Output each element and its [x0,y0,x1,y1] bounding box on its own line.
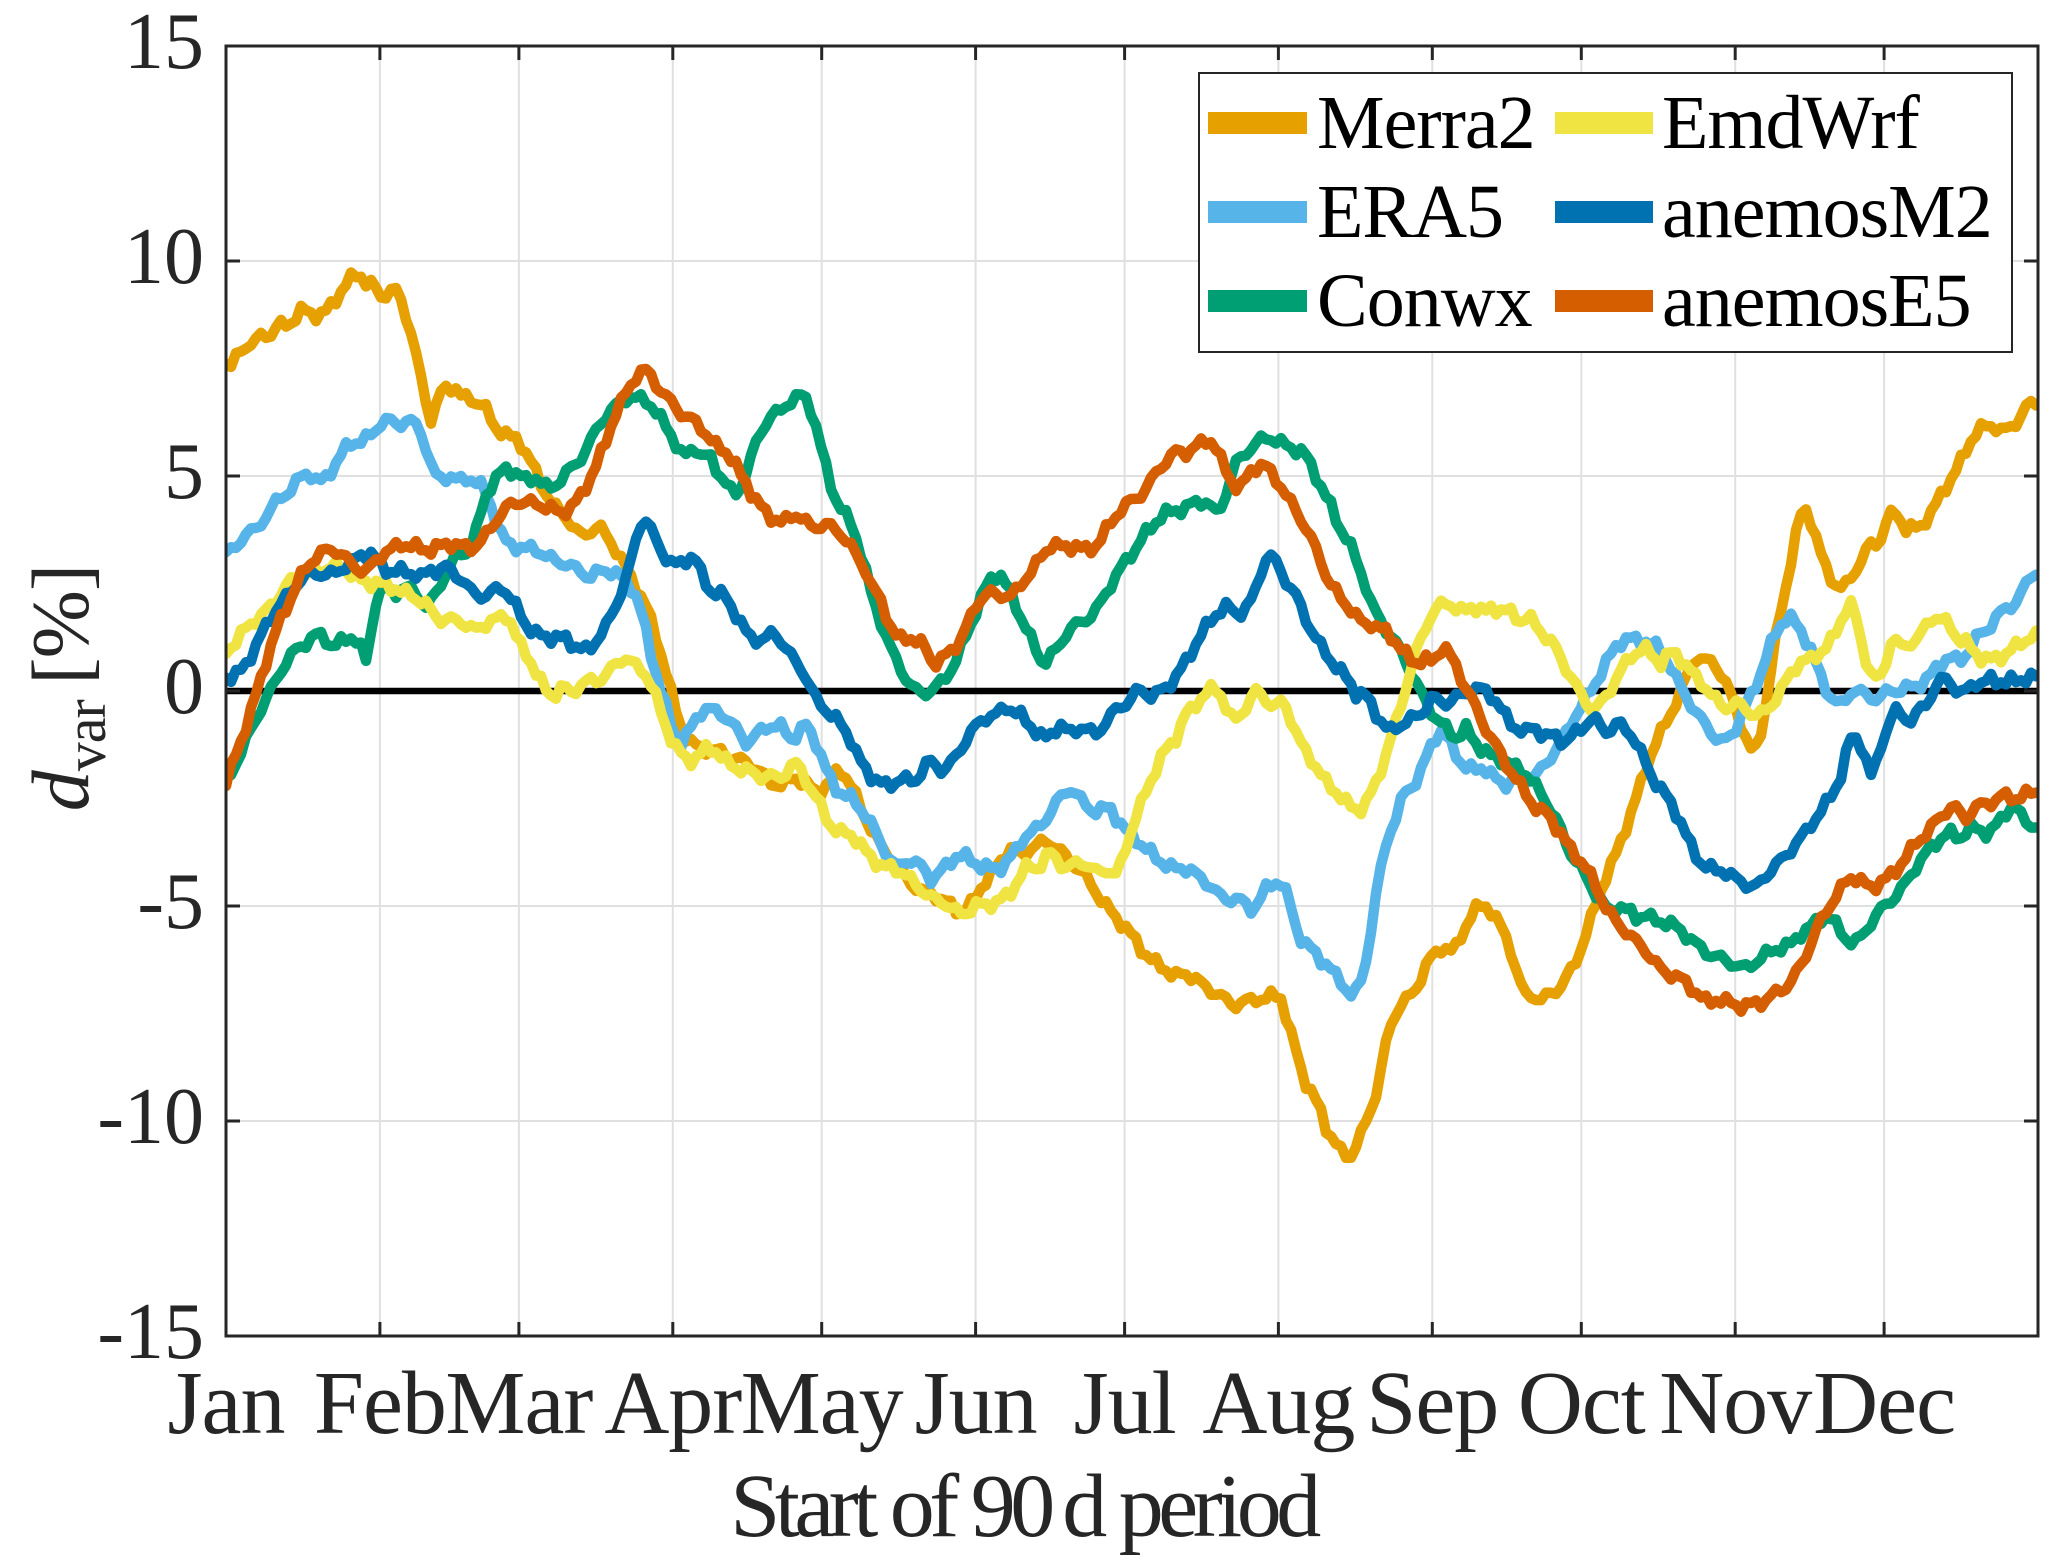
svg-text:anemosE5: anemosE5 [1662,259,1971,343]
svg-text:Oct: Oct [1518,1354,1646,1453]
svg-text:dvar [%]: dvar [%] [15,565,118,811]
svg-text:Jul: Jul [1074,1354,1176,1453]
svg-text:-10: -10 [97,1073,204,1161]
svg-text:10: 10 [124,213,204,301]
svg-text:Sep: Sep [1366,1354,1498,1453]
svg-text:15: 15 [124,0,204,86]
svg-text:-15: -15 [97,1288,204,1376]
svg-text:Mar: Mar [445,1354,593,1453]
svg-text:Start of 90 d period: Start of 90 d period [730,1457,1320,1556]
svg-text:Dec: Dec [1813,1354,1955,1453]
svg-text:Conwx: Conwx [1317,259,1533,343]
svg-text:ERA5: ERA5 [1317,170,1503,254]
svg-text:anemosM2: anemosM2 [1662,170,1992,254]
svg-text:EmdWrf: EmdWrf [1662,81,1921,165]
svg-text:-5: -5 [137,858,204,946]
svg-text:Nov: Nov [1659,1354,1812,1453]
svg-text:Aug: Aug [1202,1354,1354,1453]
svg-text:Merra2: Merra2 [1317,81,1535,165]
svg-text:May: May [741,1354,904,1453]
svg-text:5: 5 [164,428,204,516]
svg-text:Apr: Apr [604,1354,742,1453]
svg-text:Jan: Jan [168,1354,285,1453]
svg-text:Jun: Jun [915,1354,1037,1453]
svg-text:0: 0 [164,643,204,731]
svg-text:Feb: Feb [314,1354,446,1453]
